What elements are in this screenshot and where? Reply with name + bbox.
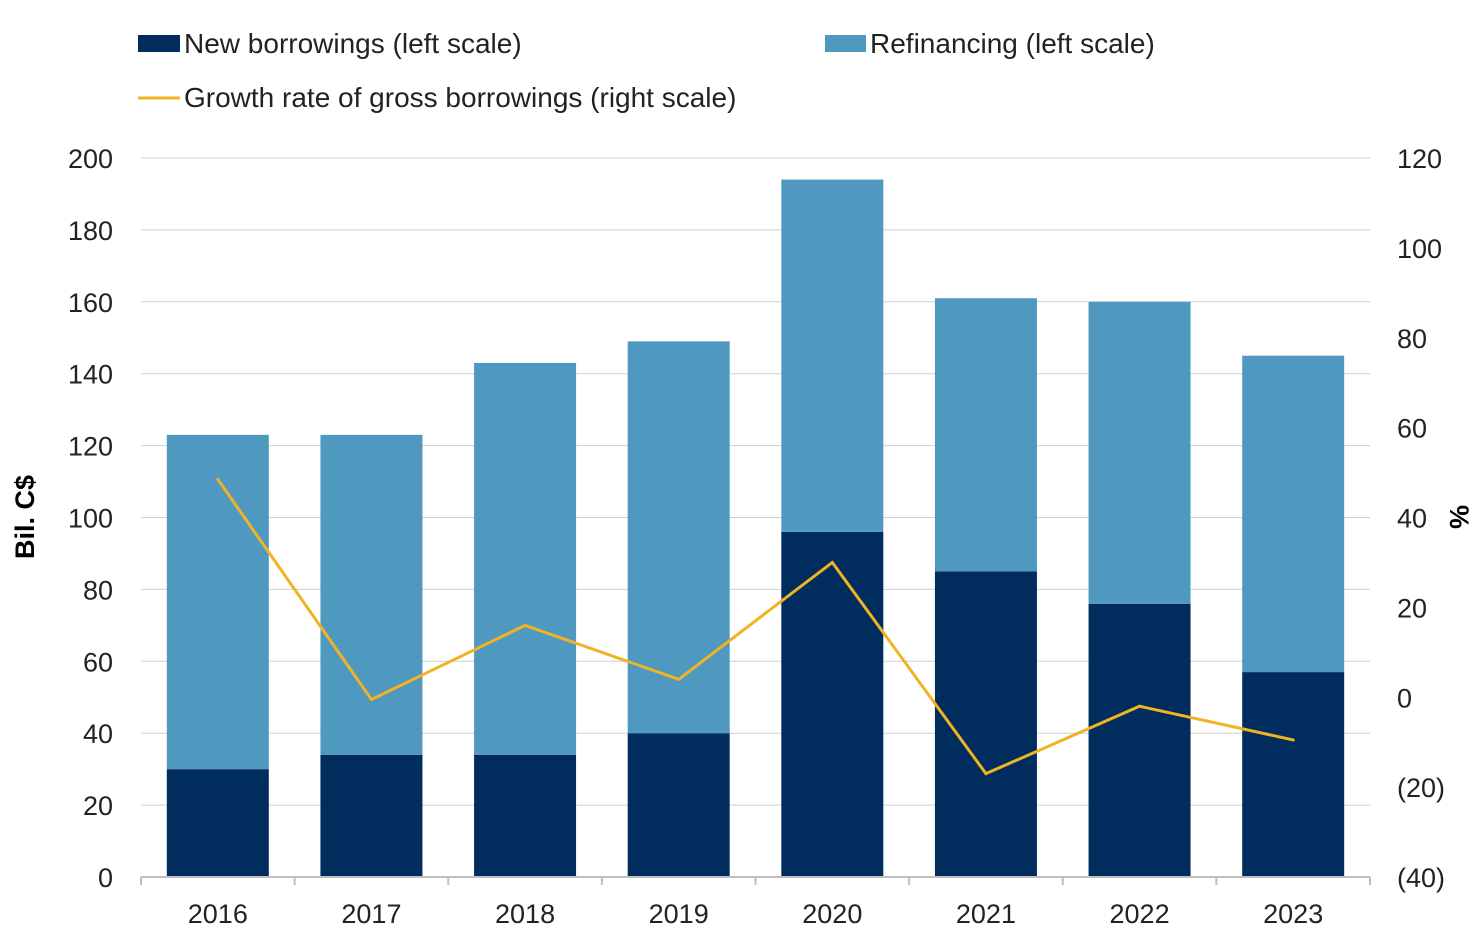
y-left-tick-label: 140: [68, 360, 113, 390]
bar-new-borrowings: [627, 733, 730, 877]
legend: New borrowings (left scale) Refinancing …: [138, 28, 1155, 113]
y-right-tick-labels: (40) (20) 0 20 40 60 80 100 120: [1397, 144, 1445, 893]
x-tick-label: 2023: [1263, 899, 1323, 929]
growth-rate-series-line: [216, 478, 1294, 776]
y-right-axis-title: %: [1444, 505, 1474, 529]
y-left-tick-label: 160: [68, 288, 113, 318]
y-left-tick-label: 80: [83, 575, 113, 605]
y-right-tick-label: (40): [1397, 863, 1445, 893]
y-right-tick-label: 120: [1397, 144, 1442, 174]
x-tick-label: 2016: [188, 899, 248, 929]
bar-new-borrowings: [1088, 603, 1191, 877]
legend-label-growth-rate: Growth rate of gross borrowings (right s…: [184, 82, 736, 113]
y-right-tick-label: 0: [1397, 683, 1412, 713]
growth-rate-point: [984, 772, 988, 776]
legend-label-refinancing: Refinancing (left scale): [870, 28, 1155, 59]
bar-new-borrowings: [781, 531, 884, 877]
legend-swatch-refinancing: [825, 35, 866, 52]
y-left-tick-label: 200: [68, 144, 113, 174]
y-right-tick-label: 80: [1397, 324, 1427, 354]
growth-rate-point: [369, 697, 373, 701]
legend-item-new-borrowings: New borrowings (left scale): [138, 28, 522, 59]
bar-new-borrowings: [1242, 672, 1345, 877]
y-left-tick-label: 180: [68, 216, 113, 246]
y-left-tick-label: 20: [83, 791, 113, 821]
y-left-tick-label: 60: [83, 647, 113, 677]
y-right-tick-label: 60: [1397, 414, 1427, 444]
bar-new-borrowings: [474, 754, 577, 877]
growth-rate-point: [523, 623, 527, 627]
x-tick-label: 2020: [802, 899, 862, 929]
x-tick-label: 2018: [495, 899, 555, 929]
bar-refinancing: [627, 341, 730, 734]
bar-refinancing: [934, 298, 1037, 572]
legend-item-refinancing: Refinancing (left scale): [825, 28, 1155, 59]
y-left-tick-label: 100: [68, 504, 113, 534]
y-left-tick-label: 0: [98, 863, 113, 893]
y-right-tick-label: 40: [1397, 504, 1427, 534]
y-left-axis-title: Bil. C$: [10, 475, 40, 559]
bar-refinancing: [1242, 355, 1345, 673]
y-right-tick-label: 100: [1397, 234, 1442, 264]
bar-refinancing: [320, 434, 423, 755]
y-left-tick-label: 120: [68, 432, 113, 462]
legend-swatch-new-borrowings: [138, 35, 180, 52]
x-tick-label: 2021: [956, 899, 1016, 929]
y-left-tick-label: 40: [83, 719, 113, 749]
bar-new-borrowings: [934, 571, 1037, 877]
x-axis-tick-labels: 2016 2017 2018 2019 2020 2021 2022 2023: [188, 899, 1323, 929]
x-tick-label: 2019: [649, 899, 709, 929]
bar-refinancing: [1088, 301, 1191, 604]
growth-line: [216, 477, 1295, 776]
growth-rate-point: [830, 560, 834, 564]
growth-rate-point: [1291, 738, 1295, 742]
bar-new-borrowings: [320, 754, 423, 877]
bar-new-borrowings: [166, 769, 269, 877]
bar-refinancing: [166, 434, 269, 770]
growth-rate-point: [1138, 704, 1142, 708]
y-right-tick-label: 20: [1397, 593, 1427, 623]
bars: [166, 179, 1345, 877]
bar-refinancing: [474, 362, 577, 755]
legend-label-new-borrowings: New borrowings (left scale): [184, 28, 522, 59]
x-axis-ticks: [140, 877, 1371, 885]
y-left-tick-labels: 0 20 40 60 80 100 120 140 160 180 200: [68, 144, 113, 893]
legend-item-growth-rate: Growth rate of gross borrowings (right s…: [138, 82, 736, 113]
x-tick-label: 2022: [1110, 899, 1170, 929]
growth-rate-point: [677, 677, 681, 681]
bar-refinancing: [781, 179, 884, 532]
y-right-tick-label: (20): [1397, 773, 1445, 803]
growth-rate-point: [216, 477, 220, 481]
x-tick-label: 2017: [341, 899, 401, 929]
